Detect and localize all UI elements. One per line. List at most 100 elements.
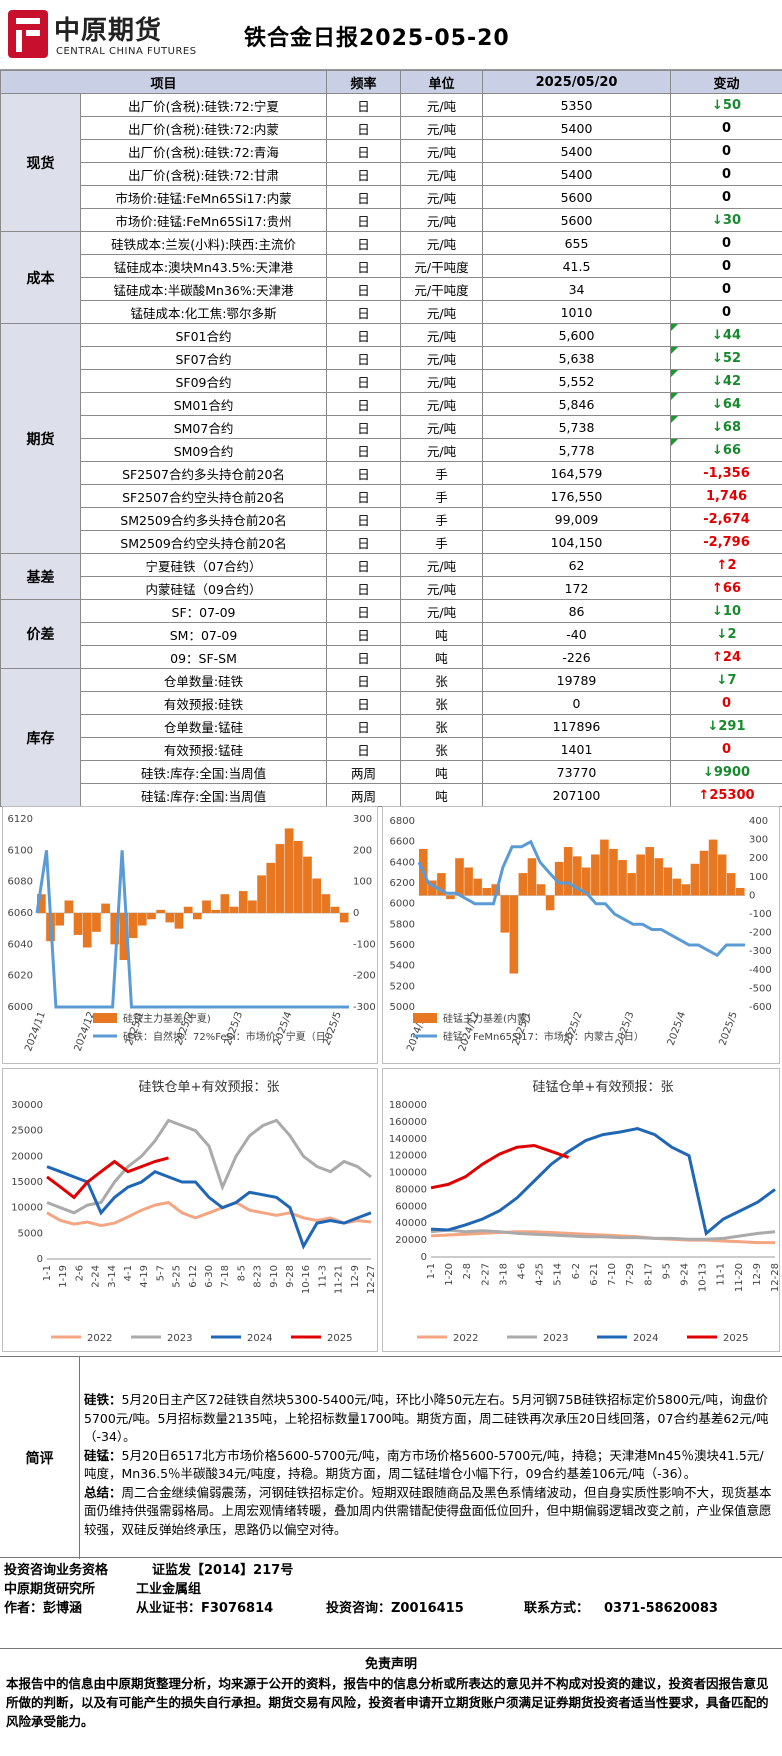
- x-tick-group: 8-5: [236, 1265, 247, 1281]
- row-value: 5600: [482, 208, 672, 232]
- row-frequency: 日: [326, 277, 402, 301]
- arrow-up-icon: ↑: [716, 557, 728, 573]
- x-tick-group: 6-21: [589, 1263, 600, 1286]
- change-value: 66: [722, 580, 742, 596]
- row-unit: 元/吨: [400, 162, 484, 186]
- x-tick-group: 9-10: [269, 1265, 280, 1288]
- arrow-down-icon: ↓: [716, 672, 728, 688]
- commentary-body: 周二合金继续偏弱震荡，河钢硅铁招标定价。短期双硅跟随商品及黑色系情绪波动，但自身…: [84, 1484, 772, 1537]
- series-line-2022: [430, 1230, 775, 1245]
- basis-bar: [527, 858, 537, 896]
- x-tick-label: 8-5: [236, 1265, 247, 1281]
- row-value: 99,009: [482, 507, 672, 531]
- x-tick-group: 6-30: [204, 1265, 215, 1288]
- y-tick-label: 0: [421, 1252, 427, 1263]
- commentary-text: 硅铁：5月20日主产区72硅铁自然块5300-5400元/吨，环比小降50元左右…: [84, 1391, 776, 1539]
- x-tick-label: 4-6: [517, 1263, 528, 1279]
- y-tick-label: 25000: [11, 1126, 43, 1137]
- x-tick-label: 7-10: [607, 1263, 618, 1286]
- y-right-tick-label: -100: [749, 909, 772, 920]
- row-change: ↑25300: [670, 783, 782, 807]
- basis-bar: [257, 875, 266, 913]
- x-tick-group: 3-14: [107, 1265, 118, 1288]
- x-tick-group: 4-25: [535, 1263, 546, 1286]
- arrow-up-icon: ↑: [712, 649, 723, 665]
- basis-bar: [554, 861, 564, 896]
- x-tick-group: 11-21: [334, 1265, 345, 1294]
- x-tick-label: 2025/5: [717, 1010, 739, 1047]
- row-unit: 元/吨: [400, 392, 484, 416]
- table-row: 出厂价(含税):硅铁:72:甘肃日元/吨 5400 0: [1, 162, 782, 186]
- change-value: 0: [721, 304, 732, 320]
- basis-bar: [119, 913, 129, 960]
- x-tick-group: 10-13: [698, 1263, 709, 1292]
- x-tick-group: 8-23: [253, 1265, 264, 1288]
- chart-title: 硅锰仓单+有效预报：张: [533, 1080, 674, 1095]
- x-tick-group: 4-6: [517, 1263, 528, 1279]
- consult-number: 投资咨询：Z0016415: [326, 1601, 464, 1616]
- row-change: 0: [670, 139, 782, 163]
- company-name-cn: 中原期货: [54, 16, 163, 46]
- report-header: 中原期货 CENTRAL CHINA FUTURES 铁合金日报2025-05-…: [0, 0, 782, 70]
- sf-warrant-chart-svg: 硅铁仓单+有效预报：张 30000 25000 20000 15000 10000 5000…: [11, 1080, 377, 1344]
- row-unit: 元/吨: [400, 369, 484, 393]
- x-tick-group: 2025/4: [666, 1010, 688, 1047]
- change-value: 291: [718, 718, 746, 734]
- row-frequency: 日: [326, 139, 402, 163]
- basis-bar: [500, 895, 510, 933]
- sf-warrant-chart: 硅铁仓单+有效预报：张 30000 25000 20000 15000 10000 5000…: [2, 1068, 378, 1352]
- legend-label: 2024: [247, 1333, 272, 1344]
- row-unit: 手: [400, 507, 484, 531]
- row-change: 0: [670, 116, 782, 140]
- row-item: SM01合约: [79, 392, 328, 416]
- row-frequency: 日: [326, 254, 402, 278]
- y-tick-label: 20000: [395, 1235, 427, 1246]
- category-futures: 期货: [0, 323, 81, 554]
- table-row: SF2507合约多头持仓前20名日手 164,579 -1,356: [1, 461, 782, 485]
- row-frequency: 两周: [326, 760, 402, 784]
- legend-label: 2023: [543, 1333, 568, 1344]
- x-tick-group: 12-9: [350, 1265, 361, 1288]
- change-value: 0: [721, 281, 732, 297]
- table-row: 基差 宁夏硅铁（07合约）日元/吨 62 ↑2: [0, 553, 782, 600]
- row-item: 出厂价(含税):硅铁:72:青海: [79, 139, 328, 163]
- change-value: 25300: [709, 787, 755, 803]
- row-value: 0: [482, 691, 672, 715]
- basis-bar: [690, 863, 700, 896]
- table-row: SM：07-09 日吨 -40 ↓2: [1, 622, 782, 646]
- series-line-2024: [430, 1127, 776, 1237]
- category-cost: 成本: [0, 231, 81, 324]
- row-unit: 吨: [400, 622, 484, 646]
- header-frequency: 频率: [326, 70, 402, 94]
- x-tick-group: 7-10: [607, 1263, 618, 1286]
- x-tick-group: 2024/11: [23, 1010, 48, 1053]
- arrow-down-icon: ↓: [712, 419, 723, 435]
- table-row: SM2509合约空头持仓前20名日手 104,150 -2,796: [1, 530, 782, 554]
- row-value: 1010: [482, 300, 672, 324]
- row-unit: 元/吨: [400, 139, 484, 163]
- row-item: 内蒙硅锰（09合约）: [79, 576, 328, 600]
- basis-bar: [663, 867, 673, 896]
- y-tick-label: 40000: [395, 1218, 427, 1229]
- basis-bar: [312, 878, 322, 913]
- change-value: -1,356: [703, 465, 750, 481]
- y-right-tick-label: 0: [749, 890, 755, 901]
- legend-label: 2022: [87, 1333, 112, 1344]
- y-left-tick-label: 6600: [390, 837, 415, 848]
- row-value: -226: [482, 645, 672, 669]
- qualification-value: 证监发【2014】217号: [152, 1563, 294, 1578]
- y-right-tick-label: 100: [353, 877, 372, 888]
- row-unit: 元/吨: [400, 415, 484, 439]
- row-change: ↓50: [670, 93, 782, 117]
- certificate-number: 从业证书：F3076814: [136, 1601, 274, 1616]
- row-unit: 元/吨: [400, 231, 484, 255]
- x-tick-label: 11-21: [334, 1265, 345, 1294]
- row-value: 5600: [482, 185, 672, 209]
- row-change: ↓68: [670, 415, 782, 439]
- basis-bar: [482, 887, 491, 896]
- x-tick-group: 7-29: [625, 1263, 636, 1286]
- row-frequency: 日: [326, 714, 402, 738]
- row-item: 宁夏硅铁（07合约）: [79, 553, 328, 577]
- table-row: 期货 SF01合约日元/吨 5,600 ↓44: [0, 323, 782, 554]
- row-value: 5400: [482, 162, 672, 186]
